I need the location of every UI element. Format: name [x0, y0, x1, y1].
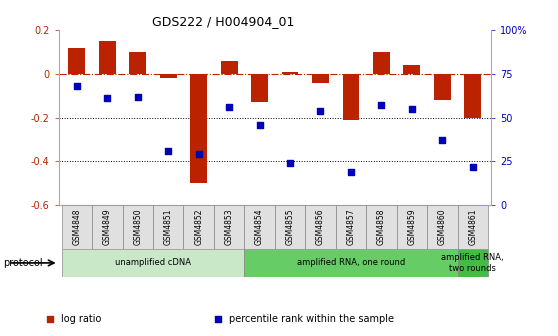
- Bar: [61, 249, 244, 277]
- Point: [103, 96, 112, 101]
- Bar: [190, 74, 207, 183]
- Bar: [214, 205, 244, 249]
- Text: GSM4860: GSM4860: [438, 208, 447, 245]
- Bar: [61, 205, 92, 249]
- Text: GSM4850: GSM4850: [133, 208, 142, 245]
- Bar: [244, 205, 275, 249]
- Text: GSM4861: GSM4861: [468, 209, 477, 245]
- Bar: [464, 74, 481, 118]
- Text: GSM4853: GSM4853: [225, 208, 234, 245]
- Bar: [99, 41, 116, 74]
- Point: [133, 94, 142, 99]
- Text: GSM4859: GSM4859: [407, 208, 416, 245]
- Text: GSM4849: GSM4849: [103, 208, 112, 245]
- Bar: [244, 249, 458, 277]
- Text: log ratio: log ratio: [61, 314, 102, 324]
- Bar: [184, 205, 214, 249]
- Bar: [458, 249, 488, 277]
- Bar: [160, 74, 176, 78]
- Bar: [275, 205, 305, 249]
- Point: [438, 138, 447, 143]
- Text: GSM4858: GSM4858: [377, 209, 386, 245]
- Bar: [69, 48, 85, 74]
- Text: amplified RNA,
two rounds: amplified RNA, two rounds: [441, 253, 504, 272]
- Bar: [312, 74, 329, 83]
- Text: GSM4856: GSM4856: [316, 208, 325, 245]
- Point: [255, 122, 264, 127]
- Text: GSM4851: GSM4851: [163, 209, 173, 245]
- Bar: [251, 74, 268, 102]
- Point: [468, 164, 477, 169]
- Text: GSM4857: GSM4857: [347, 208, 355, 245]
- Point: [377, 103, 386, 108]
- Text: percentile rank within the sample: percentile rank within the sample: [229, 314, 394, 324]
- Bar: [373, 52, 390, 74]
- Bar: [153, 205, 184, 249]
- Bar: [123, 205, 153, 249]
- Point: [163, 148, 172, 154]
- Point: [407, 106, 416, 112]
- Bar: [92, 205, 123, 249]
- Bar: [282, 72, 299, 74]
- Bar: [434, 74, 451, 100]
- Point: [194, 152, 203, 157]
- Point: [286, 160, 295, 166]
- Text: GSM4848: GSM4848: [73, 209, 81, 245]
- Bar: [397, 205, 427, 249]
- Bar: [366, 205, 397, 249]
- Text: GSM4854: GSM4854: [255, 208, 264, 245]
- Text: protocol: protocol: [3, 258, 42, 268]
- Bar: [458, 205, 488, 249]
- Point: [347, 169, 355, 174]
- Bar: [336, 205, 366, 249]
- Bar: [305, 205, 336, 249]
- Text: GSM4855: GSM4855: [286, 208, 295, 245]
- Title: GDS222 / H004904_01: GDS222 / H004904_01: [152, 15, 294, 28]
- Text: amplified RNA, one round: amplified RNA, one round: [297, 258, 405, 267]
- Bar: [403, 65, 420, 74]
- Text: GSM4852: GSM4852: [194, 209, 203, 245]
- Point: [316, 108, 325, 113]
- Point: [73, 83, 81, 89]
- Bar: [427, 205, 458, 249]
- Bar: [221, 61, 238, 74]
- Text: unamplified cDNA: unamplified cDNA: [115, 258, 191, 267]
- Point: [225, 104, 234, 110]
- Bar: [129, 52, 146, 74]
- Bar: [343, 74, 359, 120]
